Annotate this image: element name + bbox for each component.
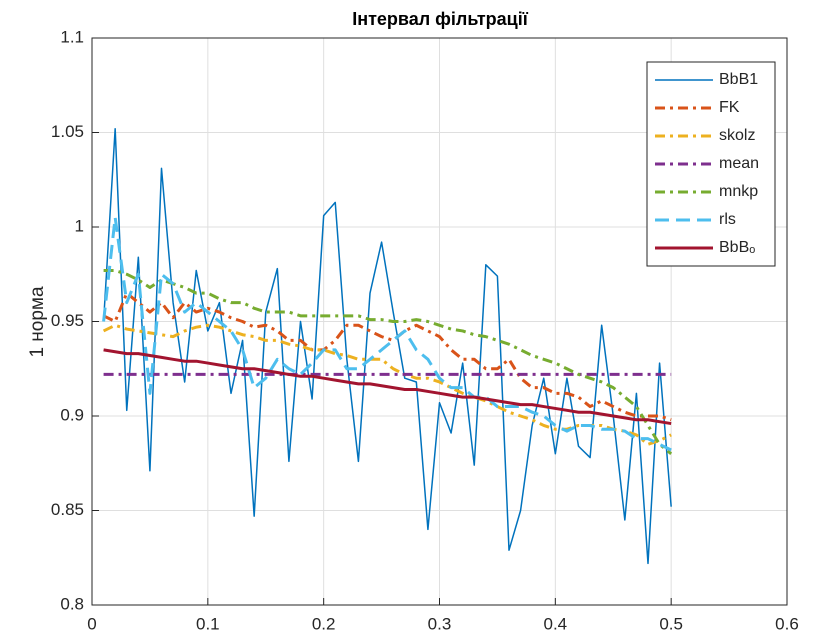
legend-label: BbBₒ bbox=[719, 239, 755, 256]
y-tick-label: 1 bbox=[75, 216, 84, 235]
series-line bbox=[103, 348, 672, 426]
series-line bbox=[102, 127, 672, 565]
y-tick-label: 0.85 bbox=[51, 500, 84, 519]
x-tick-label: 0.1 bbox=[196, 614, 220, 633]
series-line bbox=[102, 216, 672, 452]
legend-label: skolz bbox=[719, 127, 755, 144]
series-line bbox=[102, 291, 672, 422]
legend-label: mean bbox=[719, 155, 759, 172]
chart-title: Інтервал фільтрації bbox=[352, 9, 529, 29]
x-tick-label: 0 bbox=[87, 614, 96, 633]
x-tick-label: 0.4 bbox=[544, 614, 568, 633]
y-axis-label: 1 норма bbox=[27, 286, 48, 358]
legend-label: mnkp bbox=[719, 183, 758, 200]
legend-label: FK bbox=[719, 99, 740, 116]
plot-frame bbox=[91, 37, 788, 606]
y-tick-label: 0.95 bbox=[51, 311, 84, 330]
x-tick-label: 0.3 bbox=[428, 614, 452, 633]
y-tick-label: 1.05 bbox=[51, 122, 84, 141]
y-tick-label: 1.1 bbox=[60, 27, 84, 46]
legend-label: BbB1 bbox=[719, 71, 758, 88]
x-tick-label: 0.2 bbox=[312, 614, 336, 633]
x-tick-label: 0.6 bbox=[775, 614, 799, 633]
legend-label: rls bbox=[719, 211, 736, 228]
y-tick-label: 0.8 bbox=[60, 594, 84, 613]
x-tick-label: 0.5 bbox=[659, 614, 683, 633]
y-tick-label: 0.9 bbox=[60, 405, 84, 424]
series-line bbox=[102, 323, 672, 446]
